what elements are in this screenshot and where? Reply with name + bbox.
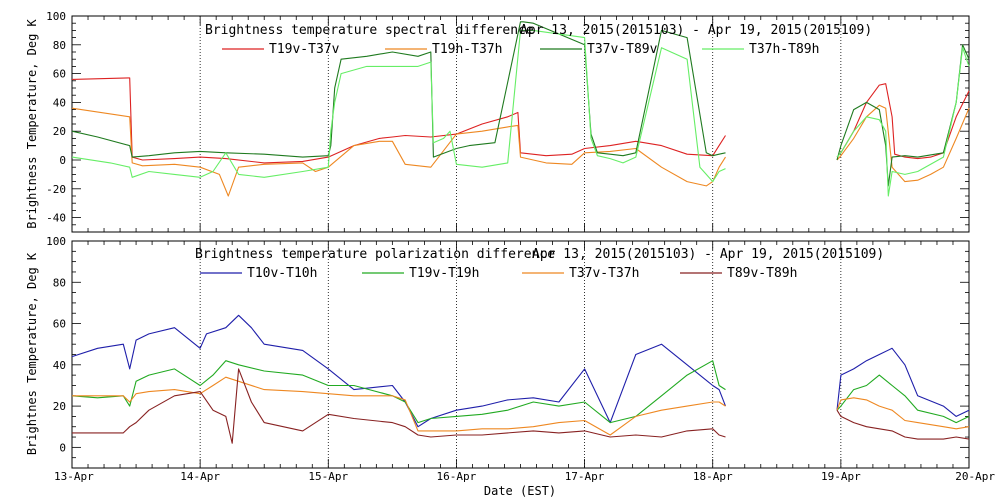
y-tick-label: 100 xyxy=(46,10,66,23)
polarization-y-axis-label: Brightnes Temperature, Deg K xyxy=(25,252,39,455)
legend-label: T19v-T19h xyxy=(409,266,479,281)
y-tick-label: 20 xyxy=(53,400,66,413)
y-tick-label: 0 xyxy=(59,441,66,454)
spectral-plot-area xyxy=(71,15,970,233)
y-tick-label: 80 xyxy=(53,39,66,52)
legend-label: T10v-T10h xyxy=(247,266,317,281)
polarization-y-ticks: 0 20 40 60 80 100 xyxy=(46,235,969,469)
x-tick-label: 17-Apr xyxy=(565,470,605,483)
y-tick-label: 40 xyxy=(53,96,66,109)
series-line xyxy=(71,107,726,197)
series-line xyxy=(72,376,726,436)
spectral-panel: -40 -20 0 20 40 60 80 100 Brightness temperatur… xyxy=(25,10,970,233)
legend-label: T37h-T89h xyxy=(749,42,819,57)
x-tick-label: 13-Apr xyxy=(54,470,94,483)
series-line xyxy=(71,29,726,183)
series-line xyxy=(71,360,726,424)
series-line xyxy=(71,77,726,164)
polarization-series xyxy=(71,314,970,444)
polarization-x-ticks xyxy=(71,241,970,468)
series-line xyxy=(836,409,970,440)
polarization-chart-title: Brightness temperature polarization diff… xyxy=(195,247,555,262)
legend-label: T37v-T37h xyxy=(569,266,639,281)
series-line xyxy=(836,347,970,417)
x-tick-label: 16-Apr xyxy=(437,470,477,483)
series-line xyxy=(836,47,970,197)
y-tick-label: -20 xyxy=(46,183,66,196)
x-tick-labels: 13-Apr 14-Apr 15-Apr 16-Apr 17-Apr 18-Apr 19-A… xyxy=(54,470,995,483)
legend-label: T37v-T89v xyxy=(587,42,658,57)
spectral-chart-title: Brightness temperature spectral differen… xyxy=(205,23,534,38)
y-tick-label: 0 xyxy=(59,154,66,167)
y-tick-label: -40 xyxy=(46,212,66,225)
x-tick-label: 18-Apr xyxy=(693,470,733,483)
series-line xyxy=(836,104,970,183)
y-tick-label: 60 xyxy=(53,68,66,81)
x-tick-label: 14-Apr xyxy=(180,470,220,483)
polarization-plot-area xyxy=(71,240,970,469)
polarization-gridlines xyxy=(199,241,842,468)
series-line xyxy=(836,83,970,160)
spectral-x-ticks xyxy=(71,16,970,232)
x-tick-label: 19-Apr xyxy=(821,470,861,483)
series-line xyxy=(71,314,727,428)
spectral-legend: T19v-T37v T19h-T37h T37v-T89v T37h-T89h xyxy=(222,42,819,57)
y-tick-label: 40 xyxy=(53,359,66,372)
spectral-date-range: Apr 13, 2015(2015103) - Apr 19, 2015(201… xyxy=(520,23,872,38)
polarization-legend: T10v-T10h T19v-T19h T37v-T37h T89v-T89h xyxy=(200,266,797,281)
spectral-y-axis-label: Brightness Temperature, Deg K xyxy=(25,18,39,228)
y-tick-label: 60 xyxy=(53,318,66,331)
legend-label: T19h-T37h xyxy=(432,42,502,57)
series-line xyxy=(72,368,726,444)
spectral-series xyxy=(71,21,970,197)
series-line xyxy=(836,44,970,187)
x-axis-label: Date (EST) xyxy=(484,484,556,498)
legend-label: T89v-T89h xyxy=(727,266,797,281)
x-tick-label: 15-Apr xyxy=(308,470,348,483)
spectral-y-ticks: -40 -20 0 20 40 60 80 100 xyxy=(46,10,969,233)
series-line xyxy=(71,21,726,158)
series-line xyxy=(836,397,970,430)
legend-label: T19v-T37v xyxy=(269,42,340,57)
y-tick-label: 20 xyxy=(53,125,66,138)
x-tick-label: 20-Apr xyxy=(955,470,995,483)
y-tick-label: 80 xyxy=(53,276,66,289)
y-tick-label: 100 xyxy=(46,235,66,248)
series-line xyxy=(836,374,970,424)
polarization-date-range: Apr 13, 2015(2015103) - Apr 19, 2015(201… xyxy=(532,247,884,262)
polarization-panel: 0 20 40 60 80 100 Brightness temperature pola… xyxy=(25,235,970,469)
